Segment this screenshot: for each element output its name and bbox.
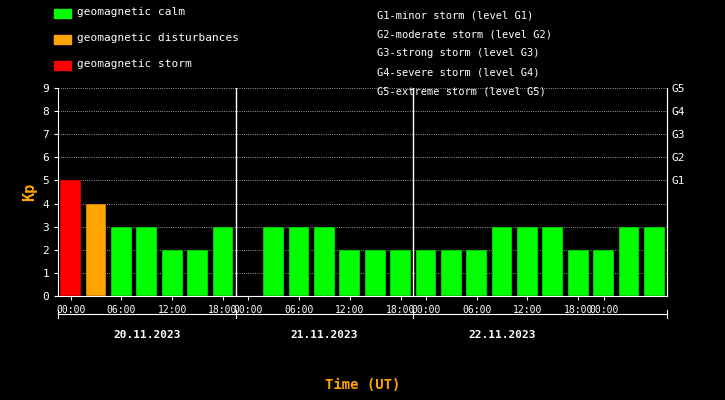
Bar <box>517 227 538 296</box>
Bar <box>289 227 310 296</box>
Bar <box>568 250 589 296</box>
Bar <box>212 227 233 296</box>
Bar <box>390 250 411 296</box>
Bar <box>492 227 513 296</box>
Text: G5-extreme storm (level G5): G5-extreme storm (level G5) <box>377 87 546 97</box>
Bar <box>187 250 208 296</box>
Text: geomagnetic calm: geomagnetic calm <box>77 7 185 17</box>
Bar <box>60 180 81 296</box>
Bar <box>542 227 563 296</box>
Text: geomagnetic storm: geomagnetic storm <box>77 59 191 69</box>
Bar <box>136 227 157 296</box>
Text: 21.11.2023: 21.11.2023 <box>291 330 358 340</box>
Bar <box>466 250 487 296</box>
Text: geomagnetic disturbances: geomagnetic disturbances <box>77 33 239 43</box>
Bar <box>162 250 183 296</box>
Text: G3-strong storm (level G3): G3-strong storm (level G3) <box>377 48 539 58</box>
Bar <box>415 250 436 296</box>
Bar <box>314 227 335 296</box>
Bar <box>111 227 132 296</box>
Bar <box>618 227 639 296</box>
Text: G1-minor storm (level G1): G1-minor storm (level G1) <box>377 10 534 20</box>
Text: 22.11.2023: 22.11.2023 <box>468 330 536 340</box>
Bar <box>593 250 614 296</box>
Bar <box>86 204 107 296</box>
Bar <box>365 250 386 296</box>
Bar <box>339 250 360 296</box>
Text: 20.11.2023: 20.11.2023 <box>113 330 181 340</box>
Bar <box>263 227 284 296</box>
Text: G4-severe storm (level G4): G4-severe storm (level G4) <box>377 68 539 78</box>
Y-axis label: Kp: Kp <box>22 183 37 201</box>
Text: Time (UT): Time (UT) <box>325 378 400 392</box>
Text: G2-moderate storm (level G2): G2-moderate storm (level G2) <box>377 29 552 39</box>
Bar <box>644 227 665 296</box>
Bar <box>441 250 462 296</box>
